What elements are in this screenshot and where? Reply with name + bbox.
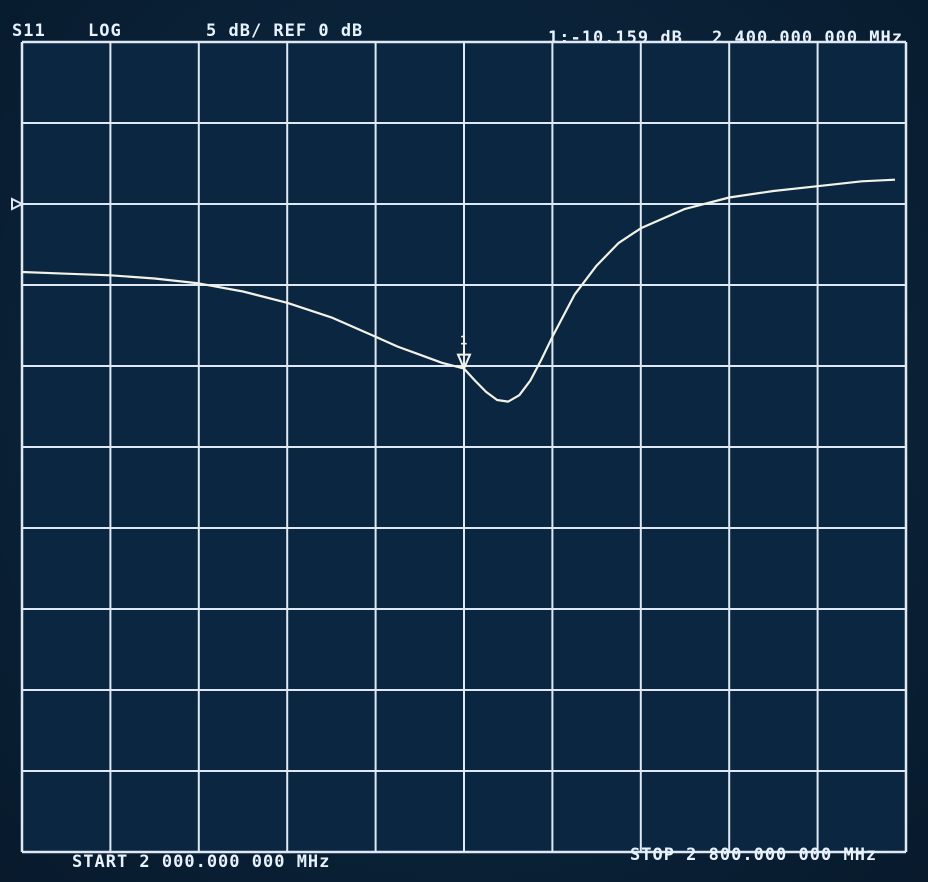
start-frequency: START 2 000.000 000 MHz — [72, 852, 331, 872]
marker-1: 1 — [456, 334, 472, 372]
scale-label: 5 dB/ REF 0 dB — [206, 21, 364, 41]
parameter-label: S11 — [12, 21, 46, 41]
stop-frequency: STOP 2 800.000 000 MHz — [630, 845, 878, 865]
trace-line — [21, 178, 896, 403]
format-label: LOG — [88, 21, 122, 41]
reference-level-indicator — [11, 197, 25, 211]
grid — [20, 40, 908, 854]
reference-triangle-icon — [11, 197, 25, 211]
marker-label: 1 — [460, 334, 467, 348]
marker-triangle-icon — [456, 346, 472, 372]
